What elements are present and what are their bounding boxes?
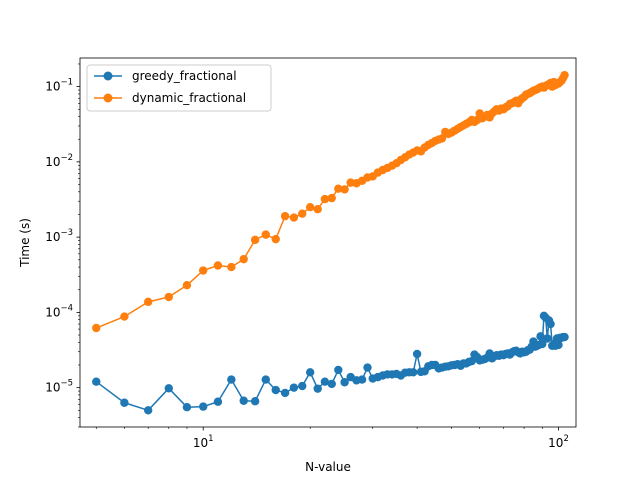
- data-point: [305, 368, 315, 377]
- data-point: [363, 363, 372, 372]
- data-point: [313, 205, 322, 214]
- legend: greedy_fractional dynamic_fractional: [86, 64, 272, 112]
- data-point: [261, 375, 270, 384]
- data-point: [536, 332, 545, 341]
- data-point: [182, 280, 192, 290]
- data-point: [437, 134, 447, 143]
- data-point: [554, 340, 563, 350]
- legend-marker-greedy: [103, 71, 113, 81]
- data-point: [143, 297, 153, 307]
- data-point: [250, 397, 260, 406]
- data-point: [199, 402, 208, 411]
- data-point: [560, 332, 569, 342]
- data-point: [412, 349, 422, 359]
- plot-area: [92, 70, 569, 415]
- data-point: [280, 388, 290, 398]
- data-point: [120, 312, 129, 321]
- data-point: [409, 368, 418, 377]
- data-point: [320, 194, 330, 204]
- data-point: [182, 402, 192, 412]
- data-point: [320, 377, 330, 386]
- legend-label-greedy: greedy_fractional: [132, 69, 237, 83]
- data-point: [334, 365, 343, 375]
- axes-frame: [79, 57, 577, 428]
- data-point: [92, 323, 101, 333]
- data-point: [538, 339, 547, 349]
- data-point: [313, 384, 322, 393]
- data-point: [271, 234, 280, 244]
- data-point: [298, 381, 307, 391]
- data-point: [261, 230, 270, 239]
- data-point: [271, 385, 280, 395]
- data-point: [227, 375, 236, 384]
- data-point: [164, 384, 173, 393]
- legend-box: [86, 64, 272, 112]
- data-point: [289, 383, 299, 392]
- data-point: [120, 398, 129, 407]
- data-point: [143, 406, 153, 415]
- data-point: [280, 211, 290, 221]
- data-point: [289, 213, 299, 222]
- legend-label-dynamic: dynamic_fractional: [132, 91, 246, 105]
- data-point: [239, 396, 248, 405]
- data-point: [327, 193, 336, 203]
- data-point: [213, 397, 223, 406]
- data-point: [327, 379, 336, 389]
- data-point: [546, 319, 555, 329]
- x-axis-title: N-value: [305, 460, 351, 474]
- series-greedy_fractional: [92, 311, 569, 415]
- series-dynamic_fractional: [92, 70, 569, 333]
- y-axis-title: Time (s): [18, 218, 32, 268]
- data-point: [92, 377, 101, 386]
- data-point: [560, 70, 569, 80]
- data-point: [239, 254, 248, 264]
- legend-marker-dynamic: [103, 93, 113, 103]
- data-point: [357, 375, 367, 384]
- data-point: [543, 334, 552, 343]
- data-point: [213, 261, 223, 270]
- data-point: [227, 262, 236, 272]
- data-point: [340, 378, 349, 387]
- data-point: [164, 292, 173, 302]
- data-point: [250, 235, 260, 245]
- data-point: [334, 184, 343, 193]
- data-point: [305, 202, 315, 212]
- data-point: [340, 185, 349, 194]
- data-point: [298, 209, 307, 218]
- data-point: [199, 266, 208, 275]
